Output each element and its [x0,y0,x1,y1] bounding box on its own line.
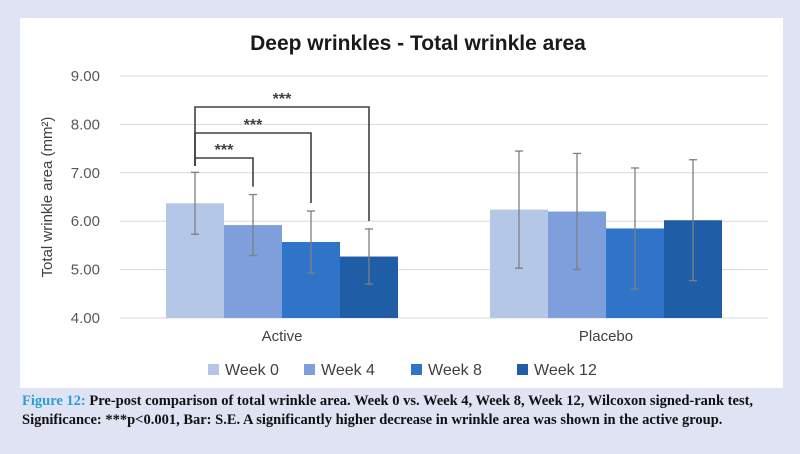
y-tick-label: 8.00 [71,116,100,133]
y-tick-label: 9.00 [71,68,100,85]
y-tick-label: 4.00 [71,310,100,327]
legend-label: Week 0 [225,362,279,379]
legend-swatch [411,364,422,375]
y-tick-label: 5.00 [71,262,100,279]
legend-swatch [304,364,315,375]
chart-title: Deep wrinkles - Total wrinkle area [250,32,586,55]
legend-label: Week 12 [534,362,597,379]
y-tick-label: 6.00 [71,213,100,230]
legend-label: Week 4 [321,362,375,379]
significance-bracket [194,106,370,221]
legend-swatch [517,364,528,375]
x-category-label: Placebo [579,328,633,345]
y-tick-label: 7.00 [71,165,100,182]
significance-bracket [194,157,254,187]
legend-label: Week 8 [428,362,482,379]
significance-label: *** [273,91,292,108]
y-axis-label: Total wrinkle area (mm²) [39,117,56,278]
significance-label: *** [244,117,263,134]
bar-chart: Deep wrinkles - Total wrinkle area 4.00 5.… [39,32,768,379]
figure-caption-text: Pre-post comparison of total wrinkle are… [22,393,754,428]
figure-caption: Figure 12: Pre-post comparison of total … [22,392,782,430]
legend-swatch [208,364,219,375]
figure-label: Figure 12: [22,393,86,409]
significance-label: *** [215,142,234,159]
x-category-label: Active [262,328,303,345]
chart-panel: Deep wrinkles - Total wrinkle area 4.00 5.… [20,18,783,388]
